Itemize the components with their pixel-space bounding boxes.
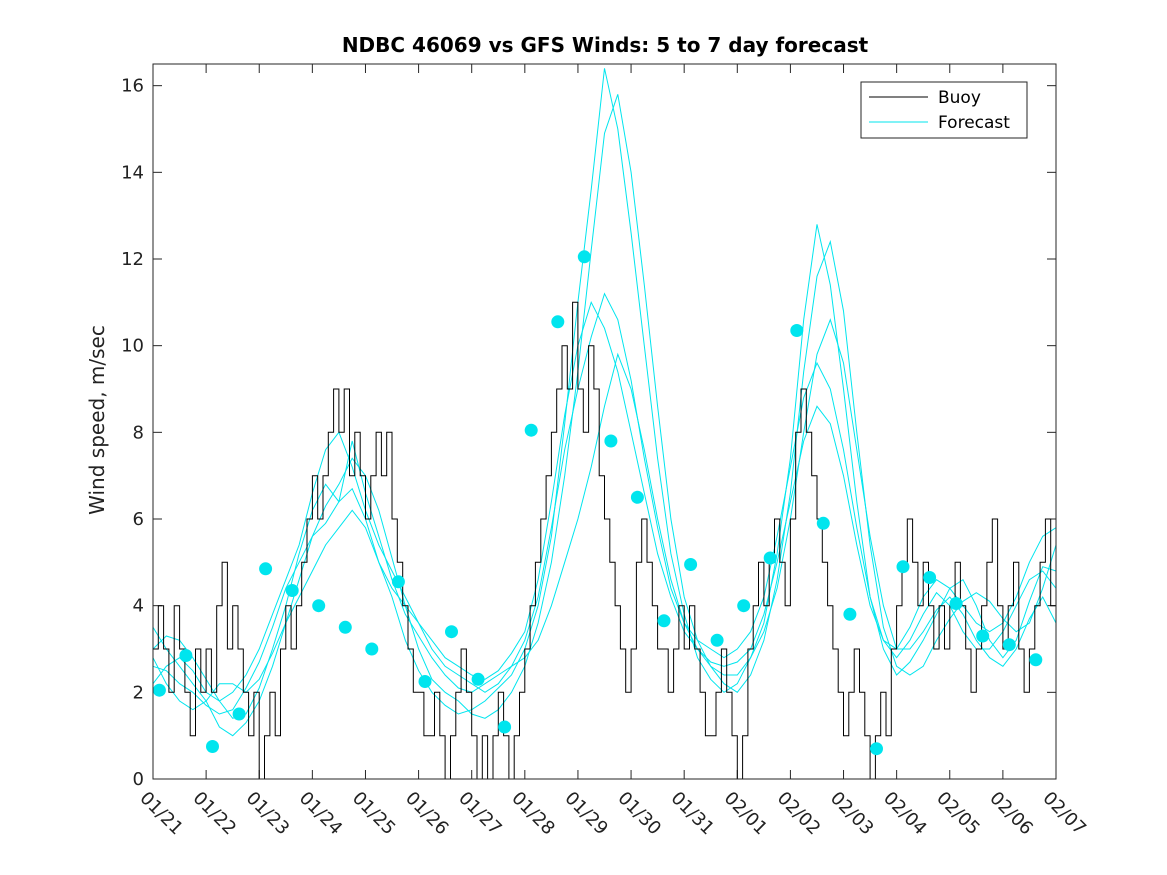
- forecast-marker: [949, 597, 963, 610]
- forecast-marker: [179, 649, 193, 662]
- y-tick-label: 16: [121, 76, 144, 97]
- plot-area: [153, 64, 1056, 779]
- forecast-marker: [843, 607, 857, 621]
- forecast-marker: [657, 614, 671, 628]
- y-tick-label: 6: [133, 509, 144, 530]
- forecast-line: [152, 318, 1057, 715]
- forecast-marker: [976, 629, 990, 643]
- y-tick-label: 4: [133, 596, 144, 617]
- forecast-marker: [896, 560, 910, 574]
- forecast-marker: [445, 625, 458, 639]
- forecast-marker: [471, 672, 485, 686]
- y-tick-label: 14: [121, 162, 144, 183]
- forecast-marker: [710, 633, 724, 647]
- forecast-marker: [684, 558, 698, 571]
- forecast-marker: [418, 675, 432, 688]
- forecast-marker: [365, 642, 379, 656]
- plot-frame: [152, 63, 1057, 780]
- chart-title: NDBC 46069 vs GFS Winds: 5 to 7 day fore…: [342, 33, 869, 57]
- forecast-marker: [551, 315, 565, 329]
- legend: Buoy Forecast: [860, 81, 1028, 139]
- forecast-line: [152, 300, 1057, 711]
- forecast-marker: [870, 742, 883, 756]
- buoy-line: [153, 301, 1057, 780]
- y-axis-label: Wind speed, m/sec: [85, 325, 109, 515]
- forecast-marker: [604, 434, 618, 448]
- y-tick-label: 10: [121, 336, 144, 357]
- forecast-marker: [630, 490, 644, 504]
- forecast-marker: [152, 683, 166, 697]
- forecast-line: [152, 94, 1057, 737]
- forecast-marker: [1029, 653, 1043, 667]
- forecast-marker: [524, 423, 538, 437]
- forecast-marker: [206, 740, 219, 753]
- forecast-marker: [1002, 638, 1016, 652]
- y-tick-labels: 0 2 4 6 8 10 12 14 16: [121, 76, 144, 790]
- forecast-marker: [923, 571, 937, 584]
- y-tick-label: 8: [133, 422, 144, 443]
- forecast-marker: [312, 599, 326, 613]
- forecast-marker: [763, 551, 777, 565]
- forecast-marker: [577, 250, 591, 264]
- forecast-lines: [152, 68, 1057, 737]
- forecast-marker: [338, 620, 352, 634]
- forecast-markers: [152, 250, 1043, 756]
- y-tick-label: 12: [121, 249, 144, 270]
- legend-box: [860, 81, 1028, 139]
- forecast-marker: [391, 575, 405, 589]
- forecast-line: [152, 292, 1057, 702]
- forecast-marker: [498, 720, 512, 734]
- legend-buoy-label: Buoy: [938, 88, 981, 108]
- buoy-lines: [153, 301, 1057, 780]
- forecast-line: [152, 68, 1057, 719]
- forecast-marker: [259, 562, 273, 576]
- forecast-marker: [737, 599, 751, 613]
- forecast-marker: [285, 584, 299, 597]
- y-tick-label: 0: [133, 769, 144, 790]
- forecast-marker: [816, 516, 830, 530]
- forecast-marker: [232, 707, 246, 721]
- legend-forecast-label: Forecast: [938, 113, 1010, 133]
- forecast-marker: [790, 324, 804, 337]
- y-tick-label: 2: [133, 682, 144, 703]
